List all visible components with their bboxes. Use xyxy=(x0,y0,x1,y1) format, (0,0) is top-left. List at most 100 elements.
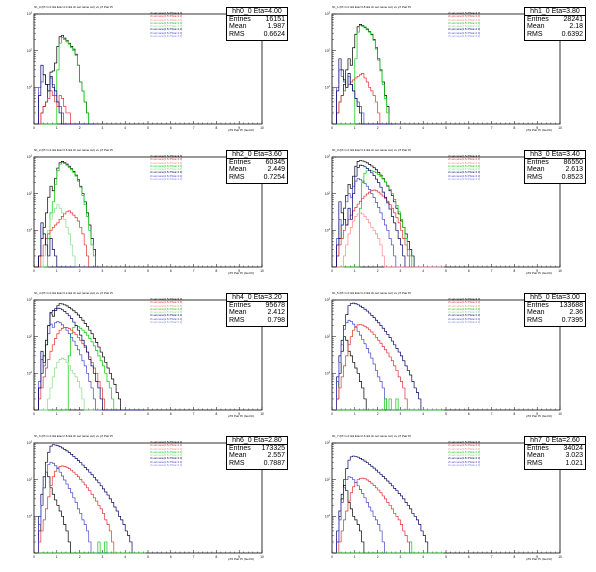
stats-row-rms: RMS 0.798 xyxy=(227,317,287,324)
x-tick-label: 9 xyxy=(536,412,538,416)
x-tick-label: 3 xyxy=(102,555,104,559)
x-tick-label: 1 xyxy=(354,126,356,130)
x-tick-label: 0 xyxy=(331,126,333,130)
y-tick-label: 101 xyxy=(325,371,331,376)
x-axis-label: pT0 Pair Pt (GeV/c) xyxy=(526,128,553,132)
legend-entry: ch.sel.name[1.5×h*Eta<4.0] xyxy=(448,31,481,35)
histogram-title: hh_2 (Pt>1.0 && Eta<3.6 && ch.sel.name c… xyxy=(34,148,113,152)
x-tick-label: 3 xyxy=(400,555,402,559)
legend-entry: ch.sel.name[1.5×h*Eta<4.0] xyxy=(150,164,183,168)
x-tick-label: 9 xyxy=(536,126,538,130)
histogram-series-0 xyxy=(336,302,444,411)
stats-value: 0.6392 xyxy=(561,30,583,38)
stats-hist-name: hh3_0 Eta=3.40 xyxy=(525,151,585,160)
stats-value: 3.023 xyxy=(565,452,583,460)
x-axis-label: pT0 Pair Pt (GeV/c) xyxy=(228,414,255,418)
x-tick-label: 9 xyxy=(536,555,538,559)
y-tick-label: 102 xyxy=(325,191,331,196)
stats-row-entries: Entries 60345 xyxy=(227,159,287,166)
stats-hist-name: hh4_0 Eta=3.20 xyxy=(227,294,287,303)
legend-entry: ch.sel.name[1.5×h*Eta<4.0] xyxy=(448,35,481,39)
x-tick-label: 9 xyxy=(238,126,240,130)
legend: ch.sel.name[1.5×h*Eta<4.0] ch.sel.name[1.… xyxy=(150,441,222,467)
x-tick-label: 10 xyxy=(260,555,264,559)
stats-key: Mean xyxy=(527,452,545,460)
y-tick-label: 101 xyxy=(27,371,33,376)
x-tick-label: 2 xyxy=(377,269,379,273)
y-tick-label: 103 xyxy=(27,12,33,17)
legend-entry: ch.sel.name[1.5×h*Eta<4.0] xyxy=(448,321,481,325)
y-tick-label: 103 xyxy=(325,298,331,303)
y-tick-label: 103 xyxy=(27,155,33,160)
histogram-series-0 xyxy=(336,455,444,554)
histogram-series-4 xyxy=(336,398,444,411)
y-tick-exponent: 2 xyxy=(31,334,33,337)
stats-hist-name: hh6_0 Eta=2.80 xyxy=(227,437,287,446)
histogram-series-5 xyxy=(336,212,444,268)
y-tick-exponent: 1 xyxy=(329,228,331,231)
x-tick-label: 5 xyxy=(147,269,149,273)
stats-hist-name: hh5_0 Eta=3.00 xyxy=(525,294,585,303)
stats-key: Entries xyxy=(527,302,549,310)
legend-entry: ch.sel.name[1.5×h*Eta<4.0] xyxy=(150,311,183,315)
histogram-series-0 xyxy=(38,444,146,554)
y-tick-label: 101 xyxy=(27,514,33,519)
x-tick-label: 7 xyxy=(193,269,195,273)
histogram-title: hh_4 (Pt>1.0 && Eta<3.2 && ch.sel.name c… xyxy=(34,291,113,295)
stats-row-mean: Mean 2.18 xyxy=(525,23,585,30)
legend-entry: ch.sel.name[1.5×h*Eta<4.0] xyxy=(448,171,481,175)
legend-entry: ch.sel.name[1.5×h*Eta<4.0] xyxy=(150,450,183,454)
stats-value: 0.7887 xyxy=(263,459,285,467)
stats-value: 2.557 xyxy=(267,452,285,460)
x-tick-label: 1 xyxy=(56,412,58,416)
x-tick-label: 6 xyxy=(468,126,470,130)
histogram-series-2 xyxy=(38,90,96,125)
x-tick-label: 1 xyxy=(56,126,58,130)
y-tick-label: 102 xyxy=(27,48,33,53)
histogram-series-4 xyxy=(336,58,394,125)
x-tick-label: 4 xyxy=(124,412,126,416)
y-tick-label: 101 xyxy=(27,228,33,233)
y-tick-exponent: 1 xyxy=(31,371,33,374)
stats-row-mean: Mean 2.36 xyxy=(525,309,585,316)
x-tick-label: 4 xyxy=(124,269,126,273)
stats-key: Mean xyxy=(527,309,545,317)
y-tick-label: 101 xyxy=(325,85,331,90)
legend-entry: ch.sel.name[1.5×h*Eta<4.0] xyxy=(448,28,481,32)
x-tick-label: 1 xyxy=(354,269,356,273)
stats-key: RMS xyxy=(527,316,543,324)
legend-entry: ch.sel.name[1.5×h*Eta<4.0] xyxy=(448,460,481,464)
x-tick-label: 0 xyxy=(33,412,35,416)
x-tick-label: 7 xyxy=(193,412,195,416)
histogram-series-2 xyxy=(336,73,394,125)
legend: ch.sel.name[1.5×h*Eta<4.0] ch.sel.name[1.… xyxy=(150,12,222,38)
legend-entry: ch.sel.name[1.5×h*Eta<4.0] xyxy=(150,174,183,178)
x-tick-label: 7 xyxy=(491,269,493,273)
x-tick-label: 5 xyxy=(445,126,447,130)
legend-entry: ch.sel.name[1.5×h*Eta<4.0] xyxy=(150,161,183,165)
y-tick-label: 103 xyxy=(325,155,331,160)
y-tick-exponent: 2 xyxy=(31,477,33,480)
y-tick-exponent: 2 xyxy=(31,191,33,194)
x-tick-label: 8 xyxy=(514,269,516,273)
x-tick-label: 3 xyxy=(400,412,402,416)
stats-key: Entries xyxy=(527,159,549,167)
x-tick-label: 4 xyxy=(422,126,424,130)
legend-entry: ch.sel.name[1.5×h*Eta<4.0] xyxy=(150,314,183,318)
x-tick-label: 8 xyxy=(216,126,218,130)
legend-entry: ch.sel.name[1.5×h*Eta<4.0] xyxy=(448,317,481,321)
histogram-title: hh_1 (Pt>1.0 && Eta<3.8 && ch.sel.name c… xyxy=(332,5,411,9)
legend-entry: ch.sel.name[1.5×h*Eta<4.0] xyxy=(448,161,481,165)
x-tick-label: 0 xyxy=(33,126,35,130)
stats-value: 0.6624 xyxy=(263,30,285,38)
x-tick-label: 3 xyxy=(102,269,104,273)
legend-entry: ch.sel.name[1.5×h*Eta<4.0] xyxy=(150,35,183,39)
stats-key: Entries xyxy=(229,159,251,167)
legend-entry: ch.sel.name[1.5×h*Eta<4.0] xyxy=(448,164,481,168)
x-axis-label: pT0 Pair Pt (GeV/c) xyxy=(526,271,553,275)
legend-entry: ch.sel.name[1.5×h*Eta<4.0] xyxy=(448,25,481,29)
x-tick-label: 2 xyxy=(377,126,379,130)
legend-entry: ch.sel.name[1.5×h*Eta<4.0] xyxy=(150,158,183,162)
stats-row-rms: RMS 0.8523 xyxy=(525,174,585,181)
